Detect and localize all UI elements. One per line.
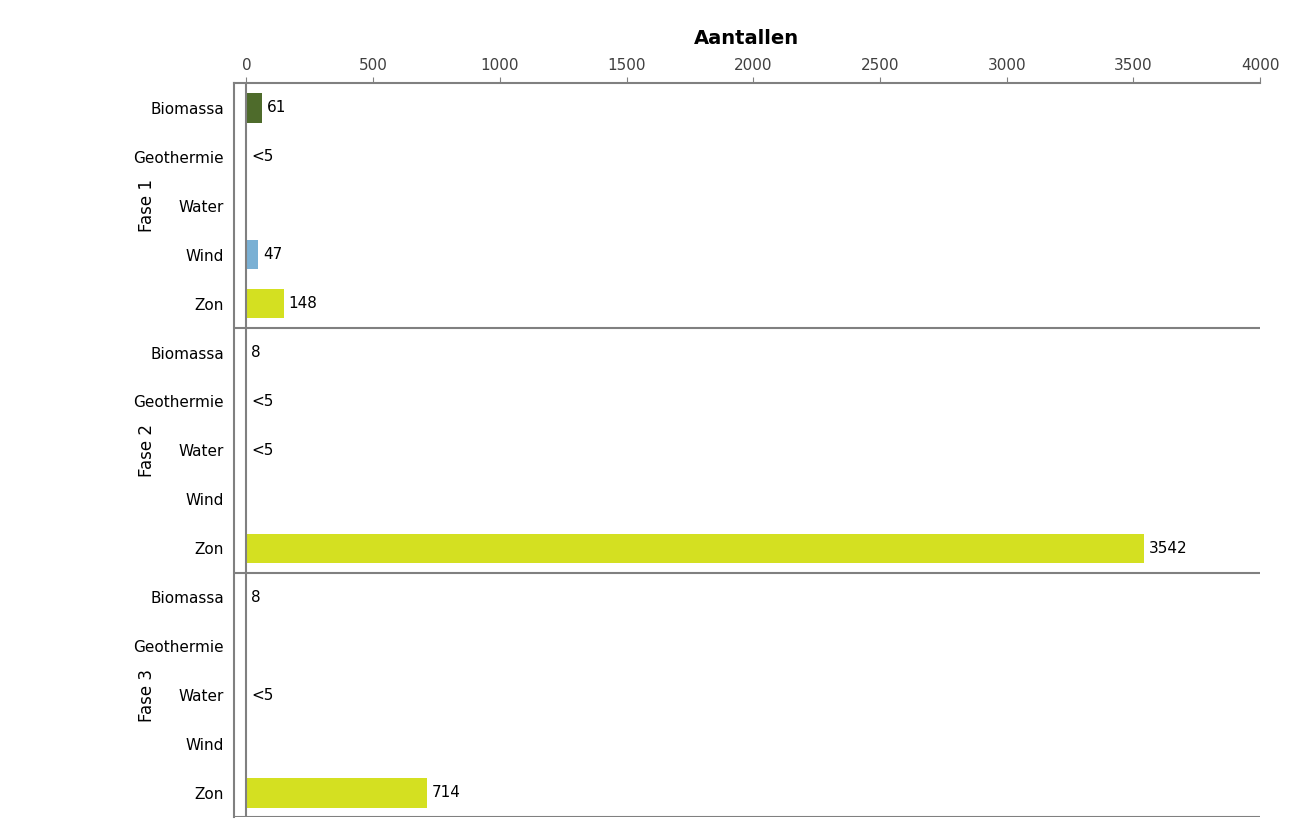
X-axis label: Aantallen: Aantallen <box>695 29 799 48</box>
Bar <box>247 534 1144 563</box>
Text: 148: 148 <box>288 296 317 311</box>
Text: Fase 1: Fase 1 <box>138 179 156 232</box>
Text: <5: <5 <box>251 149 273 164</box>
Bar <box>247 778 427 807</box>
Text: Fase 3: Fase 3 <box>138 669 156 721</box>
Bar <box>247 93 262 123</box>
Bar <box>247 240 259 269</box>
Text: Fase 2: Fase 2 <box>138 424 156 477</box>
Text: 47: 47 <box>262 247 282 262</box>
Text: <5: <5 <box>251 394 273 409</box>
Text: <5: <5 <box>251 443 273 458</box>
Text: 714: 714 <box>433 786 461 801</box>
Text: 8: 8 <box>251 590 261 605</box>
Bar <box>247 289 284 319</box>
Text: 8: 8 <box>251 345 261 360</box>
Text: 3542: 3542 <box>1148 540 1187 555</box>
Text: <5: <5 <box>251 687 273 702</box>
Text: 61: 61 <box>266 100 286 115</box>
